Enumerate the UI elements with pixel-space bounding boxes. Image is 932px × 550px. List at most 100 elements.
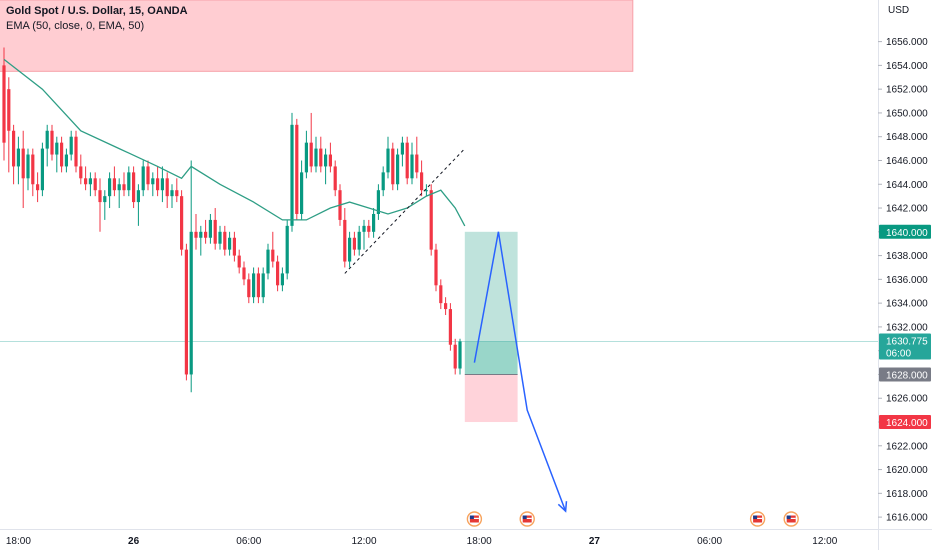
- candle-body: [31, 154, 35, 185]
- y-tick-label: 1618.000: [886, 489, 928, 500]
- candle-body: [21, 148, 25, 179]
- candle-body: [60, 142, 64, 167]
- candle-body: [112, 178, 116, 191]
- candle-body: [141, 166, 145, 191]
- flag-canton: [753, 515, 758, 519]
- x-tick-label: 06:00: [697, 536, 722, 547]
- flag-stripe: [753, 517, 763, 519]
- candle-body: [309, 142, 313, 167]
- candle-body: [103, 196, 107, 203]
- candle-body: [453, 344, 457, 369]
- flag-stripe: [469, 517, 479, 519]
- us-flag-event-icon: [519, 511, 535, 527]
- candle-body: [170, 190, 174, 197]
- y-tick-label: 1654.000: [886, 61, 928, 72]
- candle-body: [16, 148, 20, 167]
- candle-body: [7, 89, 11, 131]
- x-tick-label: 06:00: [236, 536, 261, 547]
- candle-body: [271, 249, 275, 262]
- candle-body: [175, 190, 179, 197]
- y-tick-label: 1634.000: [886, 299, 928, 310]
- candle-body: [252, 273, 256, 298]
- x-tick-label: 18:00: [467, 536, 492, 547]
- x-tick-label: 27: [589, 536, 601, 547]
- stop-price-badge: 1624.000: [879, 415, 931, 430]
- candle-body: [458, 341, 462, 369]
- candle-body: [324, 154, 328, 167]
- candle-body: [50, 130, 54, 155]
- x-tick-label: 12:00: [812, 536, 837, 547]
- candle-body: [352, 237, 356, 250]
- candle-body: [444, 303, 448, 310]
- candle-body: [2, 65, 6, 143]
- flag-stripe: [522, 517, 532, 519]
- candle-body: [151, 178, 155, 185]
- plot-area: [0, 0, 878, 527]
- candle-body: [400, 142, 404, 155]
- projection-arrowhead: [557, 501, 568, 513]
- stop-zone: [464, 374, 518, 423]
- candle-body: [122, 184, 126, 191]
- candle-body: [199, 231, 203, 238]
- candle-body: [223, 231, 227, 250]
- candle-body: [367, 225, 371, 232]
- candle-body: [55, 142, 59, 155]
- candle-body: [12, 130, 16, 167]
- candle-body: [304, 142, 308, 173]
- candle-body: [429, 190, 433, 250]
- flag-canton: [469, 515, 474, 519]
- candle-body: [434, 249, 438, 286]
- y-tick-label: 1646.000: [886, 156, 928, 167]
- candle-body: [285, 225, 289, 274]
- candle-body: [276, 261, 280, 286]
- candle-body: [372, 213, 376, 232]
- flag-canton: [522, 515, 527, 519]
- candle-body: [228, 237, 232, 250]
- candle-body: [98, 190, 102, 203]
- candle-body: [108, 178, 112, 197]
- candle-body: [204, 231, 208, 238]
- candle-body: [319, 148, 323, 167]
- candle-body: [391, 148, 395, 185]
- y-tick-label: 1616.000: [886, 513, 928, 524]
- flag-canton: [786, 515, 791, 519]
- y-tick-label: 1642.000: [886, 204, 928, 215]
- candle-body: [79, 166, 83, 179]
- y-tick-label: 1620.000: [886, 465, 928, 476]
- candle-body: [314, 148, 318, 167]
- candle-body: [84, 178, 88, 185]
- candle-body: [218, 231, 222, 244]
- candle-body: [290, 124, 294, 226]
- candle-body: [343, 219, 347, 262]
- candle-body: [136, 190, 140, 203]
- candle-body: [439, 285, 443, 304]
- us-flag-event-icon: [749, 511, 766, 527]
- target-price-badge-text: 1640.000: [886, 228, 928, 239]
- candle-body: [184, 249, 188, 375]
- candle-body: [386, 148, 390, 173]
- candle-body: [74, 136, 78, 167]
- last-price-badge-text: 1630.775: [886, 336, 928, 347]
- entry-price-badge-bg: [879, 367, 931, 382]
- y-tick-label: 1650.000: [886, 108, 928, 119]
- candle-body: [180, 196, 184, 250]
- target-price-badge: 1640.000: [879, 224, 931, 239]
- candle-body: [256, 273, 260, 298]
- ema-line: [3, 58, 466, 227]
- candle-body: [280, 273, 284, 286]
- candle-body: [189, 231, 193, 375]
- candle-body: [410, 154, 414, 179]
- currency-label: USD: [888, 5, 909, 16]
- candle-body: [415, 154, 419, 173]
- candle-body: [300, 172, 304, 214]
- candle-body: [117, 184, 121, 191]
- candle-body: [93, 178, 97, 191]
- candle-body: [242, 267, 246, 280]
- candle-body: [40, 148, 44, 191]
- target-price-badge-bg: [879, 224, 931, 239]
- candle-body: [232, 237, 236, 256]
- candle-body: [420, 172, 424, 191]
- candle-body: [127, 172, 131, 191]
